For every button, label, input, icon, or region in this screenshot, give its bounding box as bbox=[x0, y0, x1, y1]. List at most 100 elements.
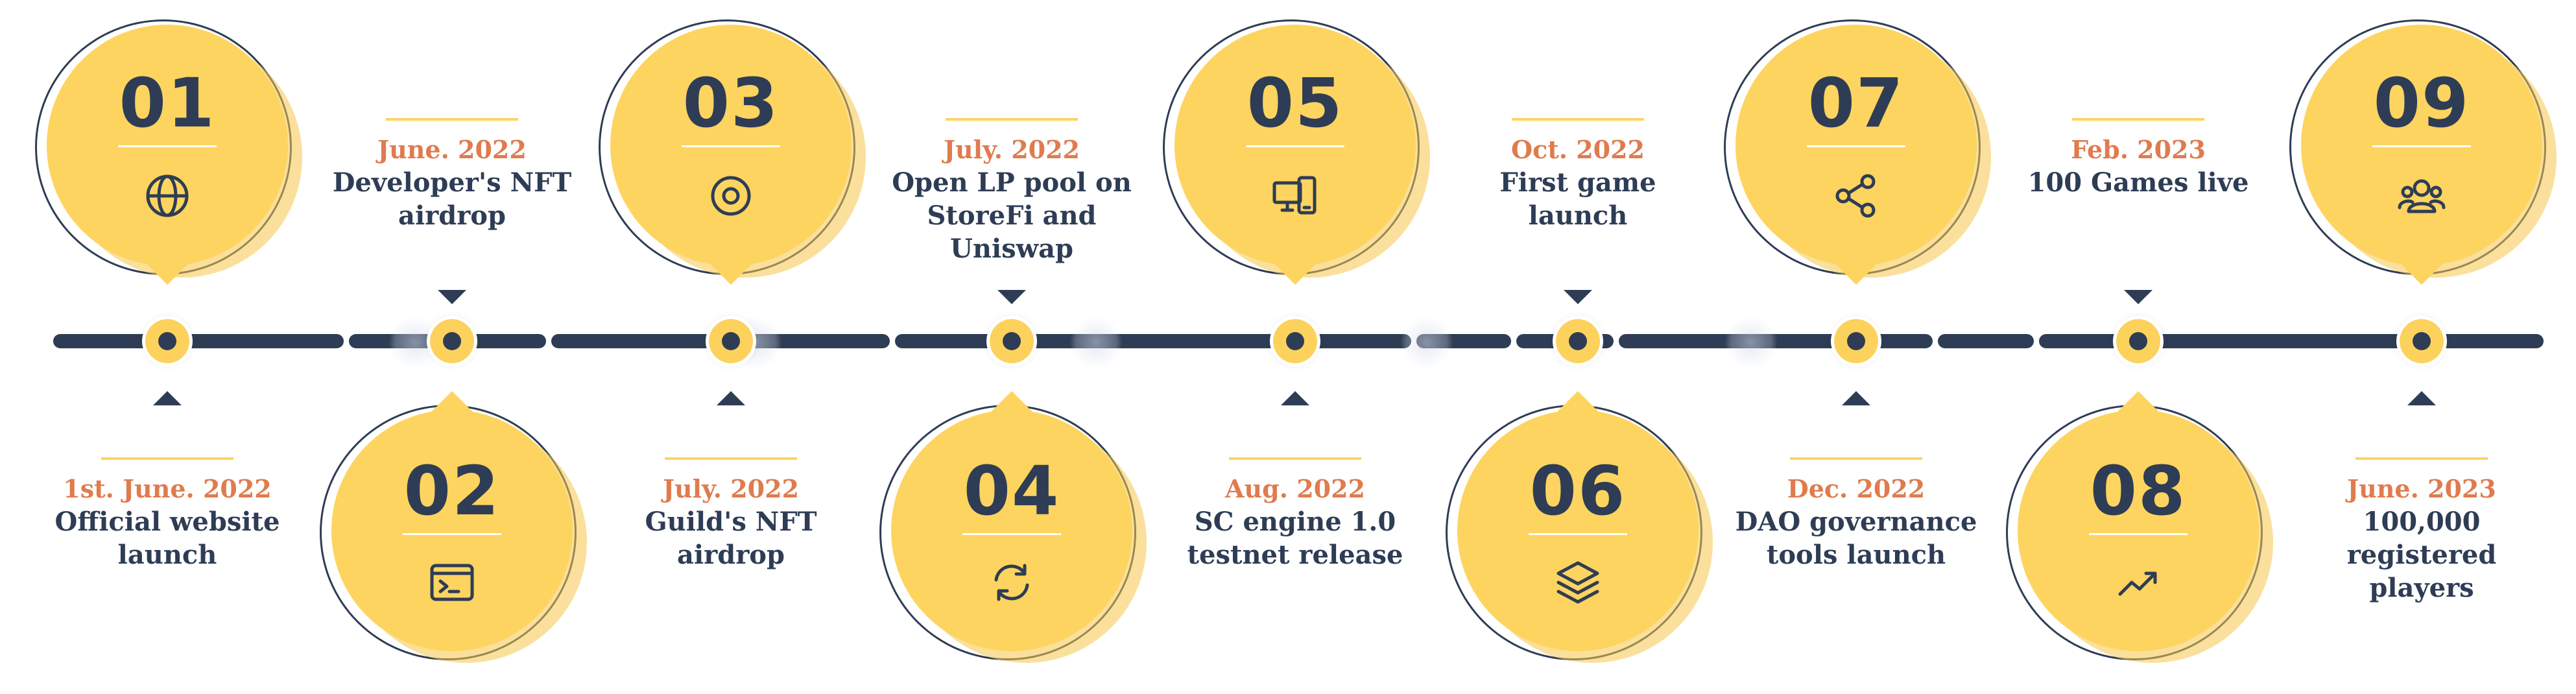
timeline-dot bbox=[990, 319, 1034, 363]
up-arrow-icon bbox=[2407, 391, 2436, 405]
trending-up-icon bbox=[2112, 556, 2164, 608]
milestone-description: 100,000 registered players bbox=[2346, 507, 2497, 603]
label-rule bbox=[2355, 457, 2488, 460]
timeline-dot-core bbox=[158, 332, 176, 350]
label-rule bbox=[1512, 118, 1644, 121]
milestone-description: Guild's NFT airdrop bbox=[645, 507, 817, 570]
milestone-date: 1st. June. 2022 bbox=[63, 474, 272, 503]
up-arrow-icon bbox=[1281, 391, 1309, 405]
milestone-number: 02 bbox=[403, 451, 501, 531]
timeline-bar-segment bbox=[53, 334, 344, 348]
label-rule bbox=[1229, 457, 1361, 460]
up-arrow-icon bbox=[153, 391, 182, 405]
milestone-date: Oct. 2022 bbox=[1510, 135, 1645, 164]
bubble-divider bbox=[682, 145, 780, 147]
bubble-divider bbox=[1529, 533, 1627, 535]
milestone-description: Official website launch bbox=[54, 507, 280, 570]
milestone-description: First game launch bbox=[1499, 167, 1656, 231]
milestone-bubble: 06 bbox=[1446, 390, 1713, 663]
bubble-divider bbox=[1807, 145, 1905, 147]
milestone-bubble: 01 bbox=[35, 19, 302, 285]
milestone-date: July. 2022 bbox=[663, 474, 799, 503]
label-rule bbox=[946, 118, 1078, 121]
milestone-number: 05 bbox=[1246, 64, 1344, 143]
timeline-dot bbox=[2400, 319, 2444, 363]
timeline-glow bbox=[1725, 317, 1777, 368]
share-icon bbox=[1830, 170, 1882, 222]
milestone-number: 08 bbox=[2090, 451, 2187, 531]
milestone-number: 07 bbox=[1807, 64, 1905, 143]
timeline-dot-core bbox=[443, 332, 461, 350]
milestone-number: 04 bbox=[963, 451, 1060, 531]
timeline-dot bbox=[430, 319, 474, 363]
milestone-label: Aug. 2022 SC engine 1.0 testnet release bbox=[1172, 457, 1418, 571]
bubble-divider bbox=[2089, 533, 2188, 535]
milestone-bubble: 02 bbox=[320, 390, 587, 663]
timeline-dot bbox=[145, 319, 189, 363]
milestone-label: Dec. 2022 DAO governance tools launch bbox=[1733, 457, 1979, 571]
timeline-bar-segment bbox=[895, 334, 1411, 348]
milestone-label: 1st. June. 2022 Official website launch bbox=[44, 457, 291, 571]
milestone-bubble: 05 bbox=[1163, 19, 1430, 285]
milestone-number: 06 bbox=[1529, 451, 1627, 531]
milestone-date: June. 2023 bbox=[2347, 474, 2496, 503]
down-arrow-icon bbox=[1564, 290, 1592, 304]
timeline-glow bbox=[1070, 317, 1122, 368]
milestone-description: Developer's NFT airdrop bbox=[332, 167, 572, 231]
milestone-label: July. 2022 Guild's NFT airdrop bbox=[608, 457, 854, 571]
up-arrow-icon bbox=[717, 391, 745, 405]
bubble-disc bbox=[331, 410, 573, 651]
label-rule bbox=[101, 457, 233, 460]
bubble-divider bbox=[2372, 145, 2471, 147]
milestone-bubble: 04 bbox=[879, 390, 1147, 663]
milestone-description: 100 Games live bbox=[2027, 167, 2249, 198]
timeline-bar-segment bbox=[2039, 334, 2544, 348]
timeline-dot bbox=[1556, 319, 1600, 363]
layers-icon bbox=[1552, 556, 1604, 608]
milestone-description: SC engine 1.0 testnet release bbox=[1187, 507, 1403, 570]
bubble-divider bbox=[403, 533, 501, 535]
milestone-number: 03 bbox=[682, 64, 780, 143]
milestone-date: Aug. 2022 bbox=[1225, 474, 1365, 503]
label-rule bbox=[2072, 118, 2204, 121]
bubble-disc bbox=[891, 410, 1132, 651]
target-icon bbox=[705, 170, 757, 222]
timeline-dot-core bbox=[1847, 332, 1865, 350]
milestone-bubble: 09 bbox=[2289, 19, 2557, 285]
milestone-label: July. 2022 Open LP pool on StoreFi and Un… bbox=[888, 118, 1135, 265]
bubble-divider bbox=[118, 145, 217, 147]
milestone-bubble: 08 bbox=[2006, 390, 2273, 663]
label-rule bbox=[665, 457, 797, 460]
down-arrow-icon bbox=[997, 290, 1026, 304]
milestone-date: June. 2022 bbox=[377, 135, 527, 164]
timeline-dot-core bbox=[2413, 332, 2431, 350]
down-arrow-icon bbox=[2124, 290, 2153, 304]
milestone-description: Open LP pool on StoreFi and Uniswap bbox=[892, 167, 1132, 264]
terminal-icon bbox=[426, 556, 478, 608]
devices-icon bbox=[1269, 170, 1321, 222]
bubble-disc bbox=[2018, 410, 2259, 651]
milestone-number: 09 bbox=[2373, 64, 2470, 143]
timeline-dot-core bbox=[1003, 332, 1021, 350]
timeline-dot-core bbox=[722, 332, 740, 350]
timeline-dot bbox=[2116, 319, 2160, 363]
up-arrow-icon bbox=[1842, 391, 1870, 405]
milestone-bubble: 07 bbox=[1724, 19, 1991, 285]
label-rule bbox=[1790, 457, 1922, 460]
milestone-description: DAO governance tools launch bbox=[1735, 507, 1977, 570]
timeline-dot-core bbox=[1286, 332, 1304, 350]
milestone-label: June. 2022 Developer's NFT airdrop bbox=[329, 118, 575, 232]
timeline-dot-core bbox=[2129, 332, 2147, 350]
milestone-label: Feb. 2023 100 Games live bbox=[2015, 118, 2261, 199]
label-rule bbox=[386, 118, 518, 121]
timeline-dot bbox=[1834, 319, 1878, 363]
milestone-date: Feb. 2023 bbox=[2071, 135, 2206, 164]
globe-icon bbox=[141, 170, 193, 222]
milestone-date: Dec. 2022 bbox=[1787, 474, 1926, 503]
down-arrow-icon bbox=[438, 290, 466, 304]
bubble-divider bbox=[1246, 145, 1344, 147]
timeline-dot bbox=[709, 319, 753, 363]
milestone-date: July. 2022 bbox=[944, 135, 1080, 164]
milestone-bubble: 03 bbox=[599, 19, 866, 285]
